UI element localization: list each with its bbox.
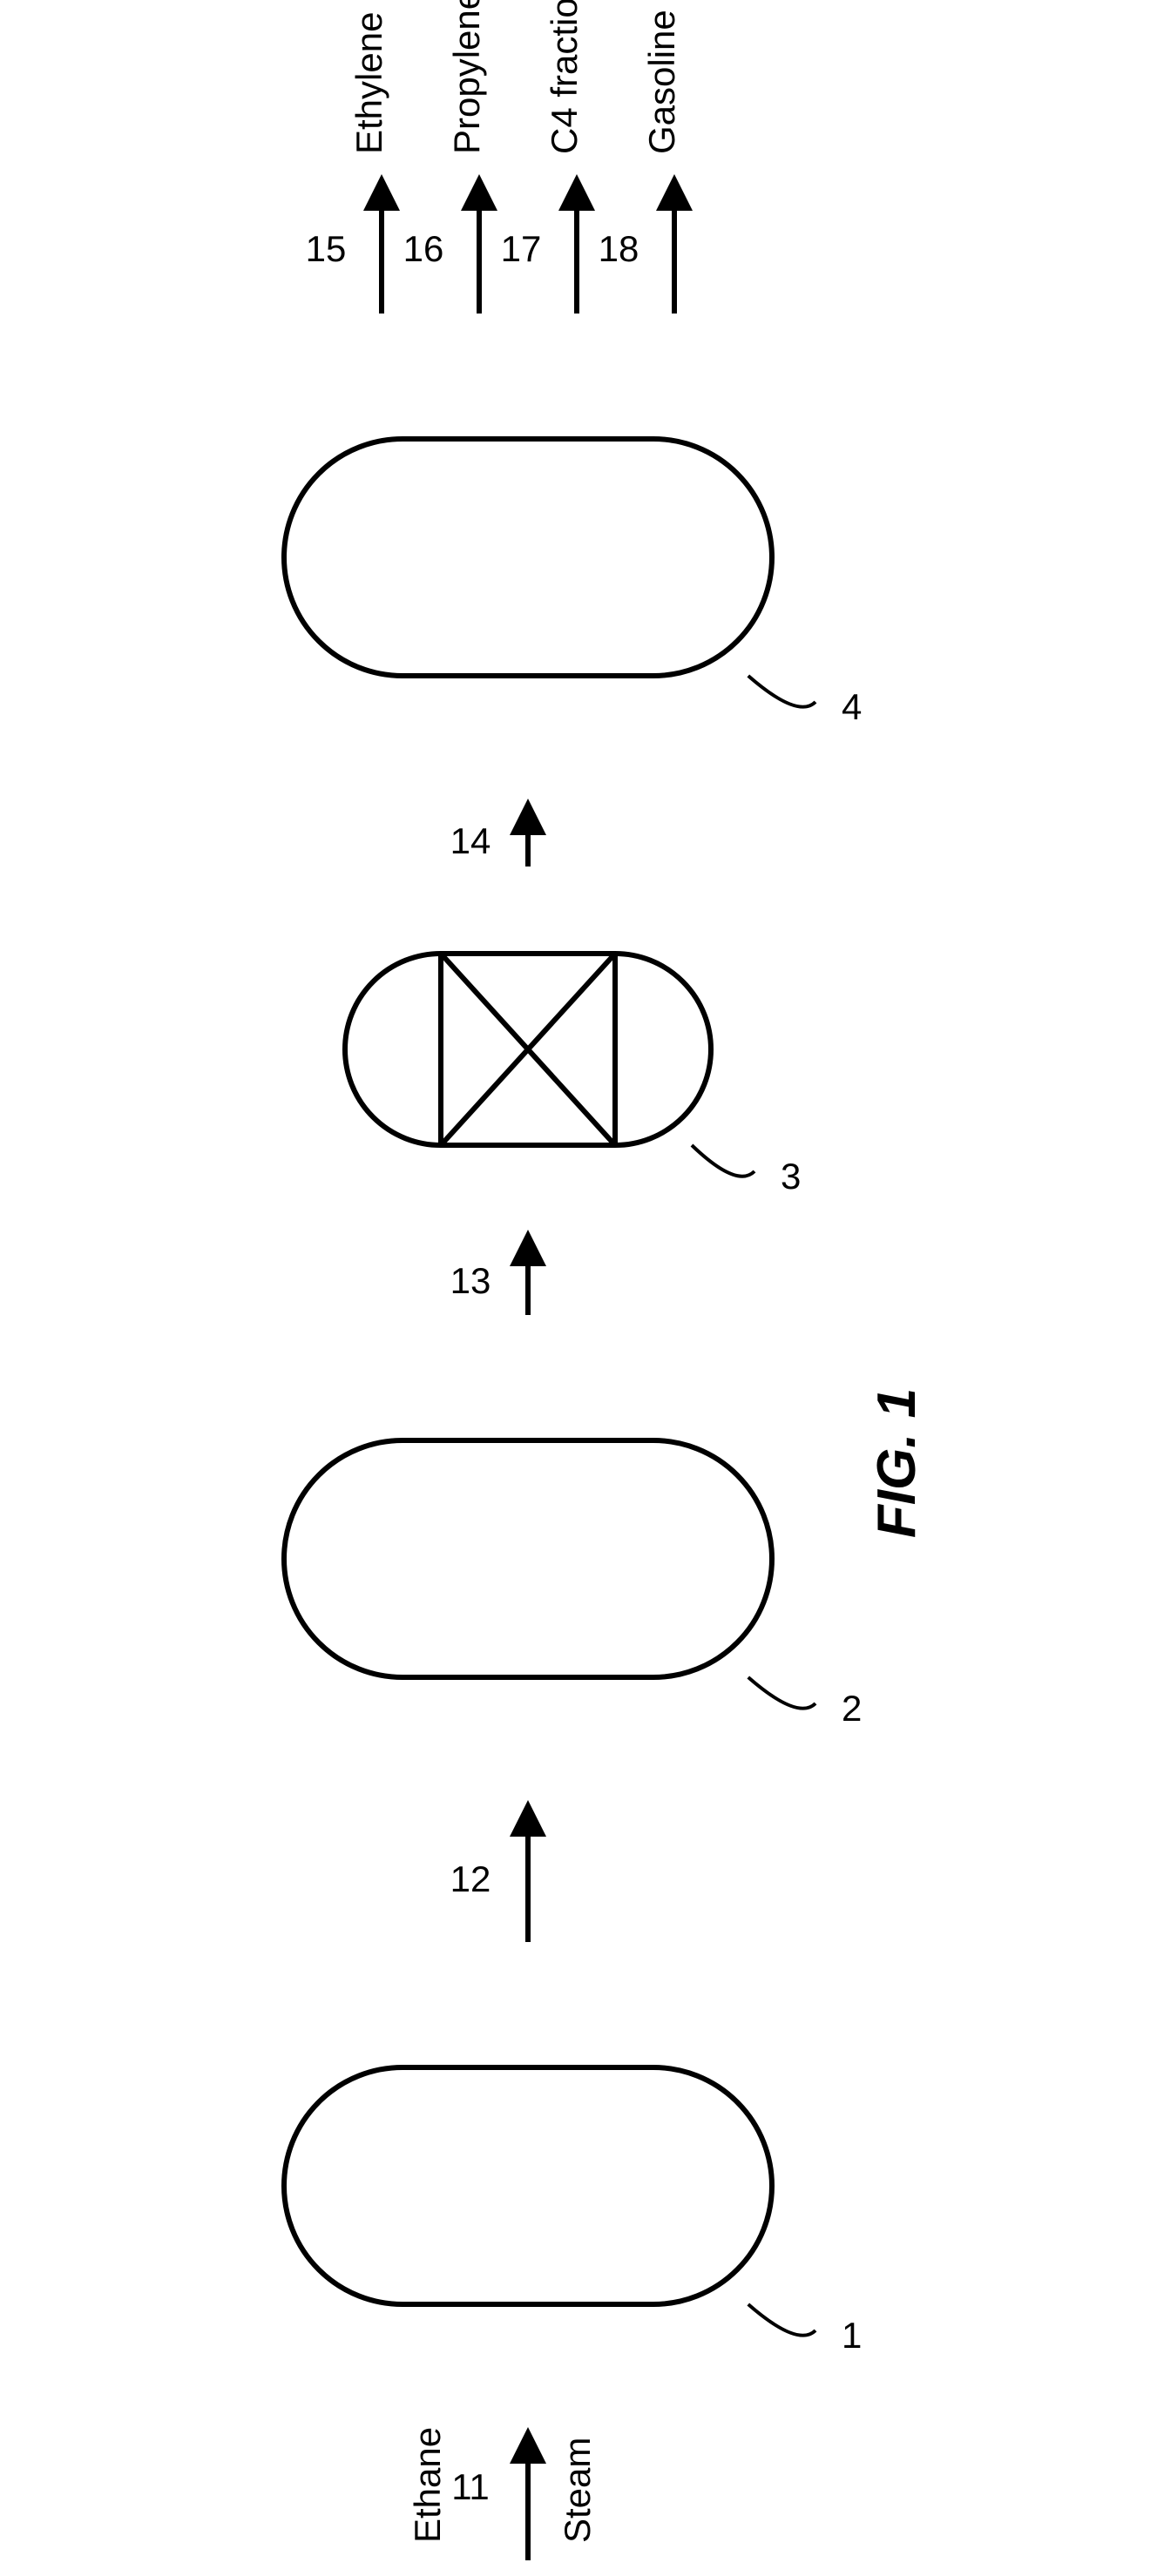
outlet-label-18: 18 [599,228,639,269]
outlet-name-15: Ethylene [348,12,389,154]
vessel-2-leader [748,1677,815,1709]
vessel-2 [284,1440,772,1677]
vessel-3-tag: 3 [781,1156,801,1197]
outlet-label-15: 15 [306,228,347,269]
outlet-label-17: 17 [501,228,542,269]
vessel-1 [284,2067,772,2304]
vessel-2-tag: 2 [842,1688,862,1729]
stream-label-14: 14 [450,820,491,861]
vessel-1-leader [748,2304,815,2336]
outlet-name-18: Gasoline fraction [641,0,682,154]
outlet-name-17: C4 fraction [544,0,585,154]
outlet-name-16: Propylene [446,0,487,154]
figure-label: FIG. 1 [867,1388,927,1538]
inlet-name-0: Ethane [407,2427,448,2543]
outlet-label-16: 16 [403,228,444,269]
vessel-4-leader [748,676,815,707]
inlet-name-1: Steam [557,2438,598,2543]
stream-label-13: 13 [450,1260,491,1301]
vessel-4 [284,439,772,676]
vessel-3-leader [692,1145,754,1177]
stream-label-12: 12 [450,1858,491,1899]
vessel-4-tag: 4 [842,686,862,727]
vessel-1-tag: 1 [842,2315,862,2356]
stream-label-11: 11 [451,2466,490,2507]
